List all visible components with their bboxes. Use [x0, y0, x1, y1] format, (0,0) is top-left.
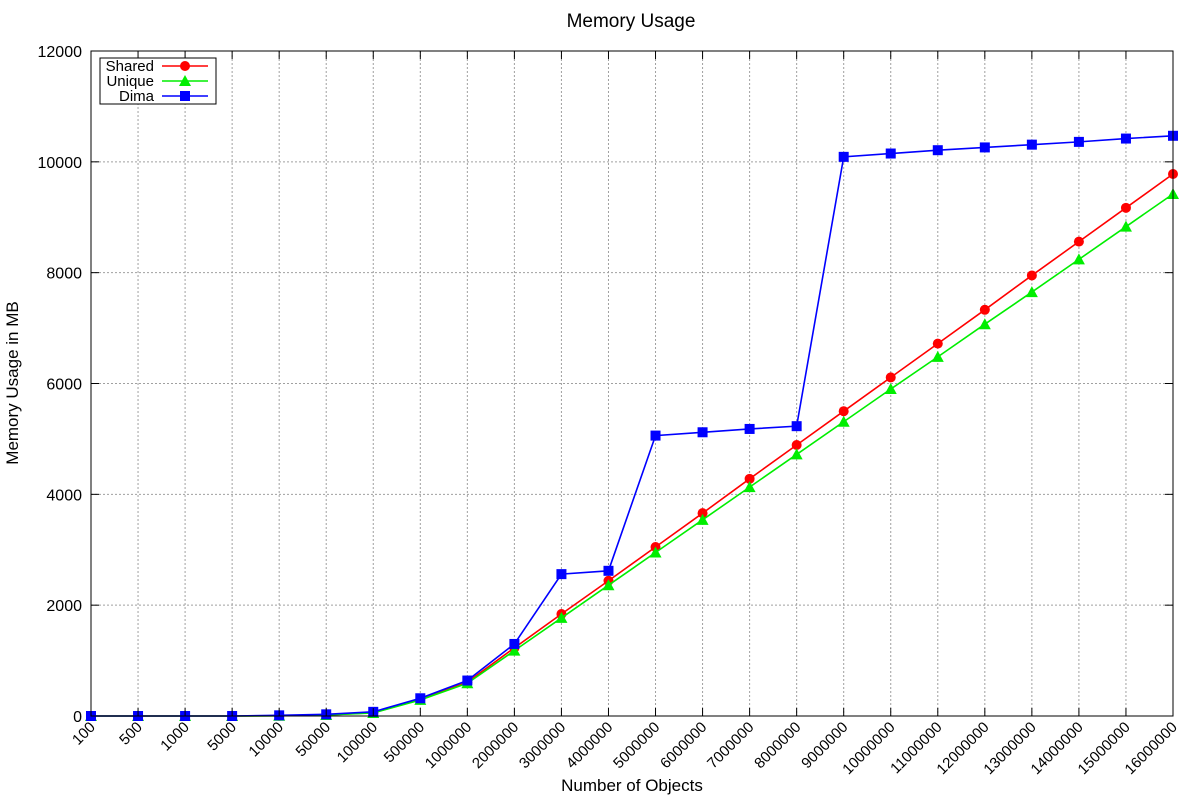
x-tick-label: 1000: [157, 719, 193, 755]
y-axis-label: Memory Usage in MB: [3, 301, 22, 464]
y-axis: 0 2000 4000 6000 8000 10000 12000: [38, 44, 1173, 726]
legend-label-shared: Shared: [106, 58, 154, 75]
data-point: [508, 644, 521, 656]
y-tick-label: 4000: [46, 487, 82, 504]
data-point: [931, 350, 944, 362]
y-tick-label: 12000: [38, 44, 83, 61]
data-point: [697, 508, 708, 519]
x-tick-label: 4000000: [563, 719, 616, 772]
data-point: [650, 430, 661, 441]
series-line: [91, 134, 1174, 717]
data-point: [602, 579, 615, 591]
x-tick-label: 500: [116, 719, 146, 749]
x-tick-label: 2000000: [469, 719, 522, 772]
data-point: [885, 372, 896, 383]
data-point: [978, 318, 991, 330]
data-point: [790, 448, 803, 460]
data-point: [743, 481, 756, 493]
series-layer: [85, 130, 1179, 721]
data-point: [1120, 133, 1131, 144]
x-tick-label: 8000000: [751, 719, 804, 772]
y-tick-label: 2000: [46, 598, 82, 615]
data-point: [791, 421, 802, 432]
series-shared: [86, 169, 1178, 721]
legend-marker: [180, 61, 190, 71]
data-point: [696, 513, 709, 525]
x-tick-label: 500000: [381, 719, 428, 766]
data-point: [837, 415, 850, 427]
y-tick-label: 6000: [46, 377, 82, 394]
x-tick-label: 100000: [334, 719, 381, 766]
series-unique: [85, 187, 1179, 721]
data-point: [838, 151, 849, 162]
data-point: [744, 423, 755, 434]
x-tick-label: 50000: [293, 719, 335, 761]
x-tick-label: 5000: [204, 719, 240, 755]
data-point: [1119, 220, 1132, 232]
data-point: [1072, 253, 1085, 265]
data-point: [791, 440, 802, 451]
data-point: [1120, 202, 1131, 213]
data-point: [838, 406, 849, 417]
data-point: [979, 142, 990, 153]
data-point: [462, 675, 473, 686]
y-tick-label: 8000: [46, 266, 82, 283]
data-point: [415, 693, 426, 704]
legend-marker: [180, 91, 190, 101]
legend-label-dima: Dima: [119, 88, 155, 105]
chart-title: Memory Usage: [567, 11, 696, 32]
data-point: [603, 565, 614, 576]
y-tick-label: 0: [73, 709, 82, 726]
data-point: [744, 473, 755, 484]
x-tick-label: 1000000: [422, 719, 475, 772]
y-tick-label: 10000: [38, 155, 83, 172]
data-point: [1073, 136, 1084, 147]
data-point: [885, 148, 896, 159]
data-point: [1025, 286, 1038, 298]
data-point: [884, 383, 897, 395]
data-point: [1073, 236, 1084, 247]
data-point: [932, 338, 943, 349]
x-tick-label: 6000000: [657, 719, 710, 772]
data-point: [979, 304, 990, 315]
x-tick-label: 7000000: [704, 719, 757, 772]
x-tick-label: 3000000: [516, 719, 569, 772]
legend-marker: [179, 75, 191, 86]
data-point: [932, 145, 943, 156]
x-tick-label: 5000000: [610, 719, 663, 772]
data-point: [697, 427, 708, 438]
data-point: [1026, 139, 1037, 150]
x-axis: 100 500 1000 5000 10000 50000 100000 5000001000…: [69, 51, 1181, 778]
data-point: [556, 569, 567, 580]
series-line: [91, 173, 1174, 717]
data-point: [649, 546, 662, 558]
series-dima: [86, 130, 1178, 721]
legend-label-unique: Unique: [106, 73, 154, 90]
data-point: [509, 638, 520, 649]
data-point: [1026, 270, 1037, 281]
grid: [91, 51, 1173, 716]
x-tick-label: 10000: [245, 719, 287, 761]
data-point: [555, 611, 568, 623]
x-axis-label: Number of Objects: [561, 776, 703, 795]
